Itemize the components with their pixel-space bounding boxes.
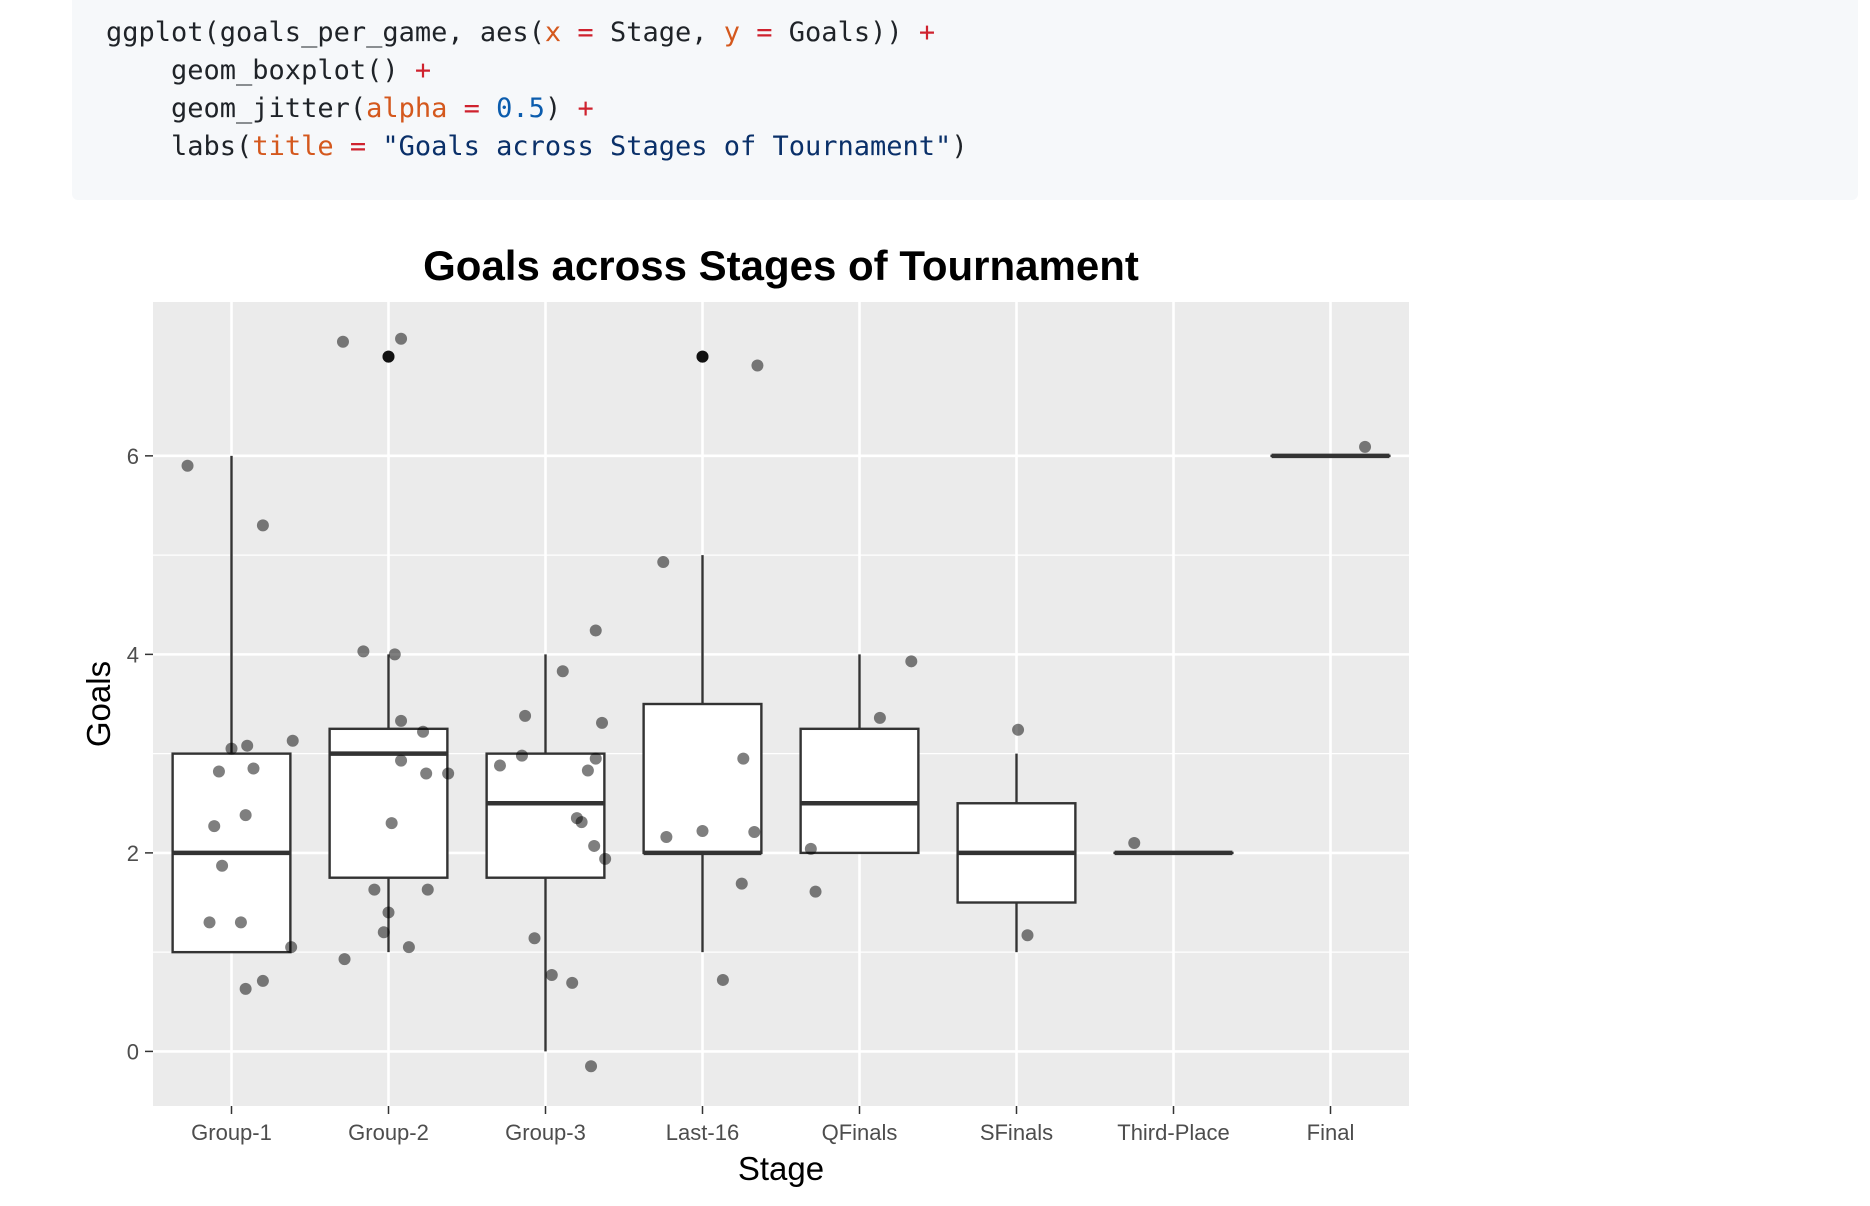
jitter-point: [213, 765, 225, 777]
x-axis-title: Stage: [738, 1150, 824, 1187]
jitter-point: [590, 753, 602, 765]
jitter-point: [1359, 441, 1371, 453]
jitter-point: [395, 755, 407, 767]
jitter-point: [422, 884, 434, 896]
jitter-point: [697, 825, 709, 837]
code-line-1: ggplot(goals_per_game, aes(x = Stage, y …: [106, 17, 935, 48]
jitter-point: [529, 932, 541, 944]
jitter-point: [748, 826, 760, 838]
y-tick-label: 6: [127, 444, 139, 469]
jitter-point: [403, 941, 415, 953]
x-tick-label: Last-16: [666, 1120, 739, 1145]
jitter-point: [810, 886, 822, 898]
jitter-point: [588, 840, 600, 852]
jitter-point: [874, 712, 886, 724]
jitter-point: [717, 974, 729, 986]
jitter-point: [240, 809, 252, 821]
x-tick-label: Third-Place: [1117, 1120, 1229, 1145]
chart-title: Goals across Stages of Tournament: [423, 242, 1139, 289]
jitter-point: [240, 983, 252, 995]
jitter-point: [389, 648, 401, 660]
jitter-point: [905, 655, 917, 667]
jitter-point: [420, 767, 432, 779]
jitter-point: [1021, 929, 1033, 941]
jitter-point: [751, 360, 763, 372]
jitter-point: [557, 665, 569, 677]
x-tick-label: Group-1: [191, 1120, 272, 1145]
x-tick-label: Group-3: [505, 1120, 586, 1145]
boxplot-chart: 0 2 4 6 Group-1 Group-2 Group-3 Last-16 QFinals…: [0, 200, 1420, 1206]
jitter-point: [660, 831, 672, 843]
jitter-point: [657, 556, 669, 568]
jitter-point: [235, 916, 247, 928]
jitter-point: [285, 941, 297, 953]
jitter-point: [736, 878, 748, 890]
jitter-point: [516, 750, 528, 762]
jitter-point: [337, 336, 349, 348]
jitter-point: [247, 763, 259, 775]
jitter-point: [257, 975, 269, 987]
jitter-point: [697, 351, 709, 363]
x-tick-label: SFinals: [980, 1120, 1053, 1145]
jitter-point: [566, 977, 578, 989]
y-tick-label: 2: [127, 841, 139, 866]
jitter-point: [216, 860, 228, 872]
x-tick-label: QFinals: [822, 1120, 898, 1145]
jitter-point: [339, 953, 351, 965]
x-axis-ticks: Group-1 Group-2 Group-3 Last-16 QFinals SFina…: [191, 1106, 1354, 1145]
jitter-point: [257, 519, 269, 531]
code-line-2: geom_boxplot() +: [106, 55, 431, 86]
jitter-point: [182, 460, 194, 472]
box-rect: [330, 729, 448, 878]
plot-panel: [153, 302, 1409, 1106]
x-tick-label: Group-2: [348, 1120, 429, 1145]
x-tick-label: Final: [1307, 1120, 1355, 1145]
jitter-point: [417, 726, 429, 738]
jitter-point: [576, 816, 588, 828]
y-axis-title: Goals: [80, 661, 117, 747]
code-block: ggplot(goals_per_game, aes(x = Stage, y …: [72, 0, 1858, 200]
jitter-point: [1012, 724, 1024, 736]
code-text: ggplot(goals_per_game, aes(x = Stage, y …: [72, 0, 1858, 166]
jitter-point: [585, 1060, 597, 1072]
jitter-point: [442, 767, 454, 779]
jitter-point: [241, 740, 253, 752]
y-axis-ticks: 0 2 4 6: [127, 444, 153, 1065]
jitter-point: [582, 765, 594, 777]
jitter-point: [494, 760, 506, 772]
y-tick-label: 4: [127, 642, 139, 667]
box-rect: [801, 729, 919, 853]
jitter-point: [1128, 837, 1140, 849]
jitter-point: [546, 969, 558, 981]
jitter-point: [383, 351, 395, 363]
jitter-point: [357, 645, 369, 657]
jitter-point: [226, 743, 238, 755]
y-tick-label: 0: [127, 1039, 139, 1064]
jitter-point: [737, 753, 749, 765]
jitter-point: [395, 333, 407, 345]
jitter-point: [599, 853, 611, 865]
jitter-point: [386, 817, 398, 829]
jitter-point: [383, 906, 395, 918]
jitter-point: [378, 926, 390, 938]
code-line-4: labs(title = "Goals across Stages of Tou…: [106, 131, 968, 162]
jitter-point: [805, 843, 817, 855]
code-line-3: geom_jitter(alpha = 0.5) +: [106, 93, 594, 124]
jitter-point: [287, 735, 299, 747]
jitter-point: [208, 820, 220, 832]
jitter-point: [368, 884, 380, 896]
jitter-point: [395, 715, 407, 727]
jitter-point: [519, 710, 531, 722]
jitter-point: [204, 916, 216, 928]
jitter-point: [590, 625, 602, 637]
jitter-point: [596, 717, 608, 729]
